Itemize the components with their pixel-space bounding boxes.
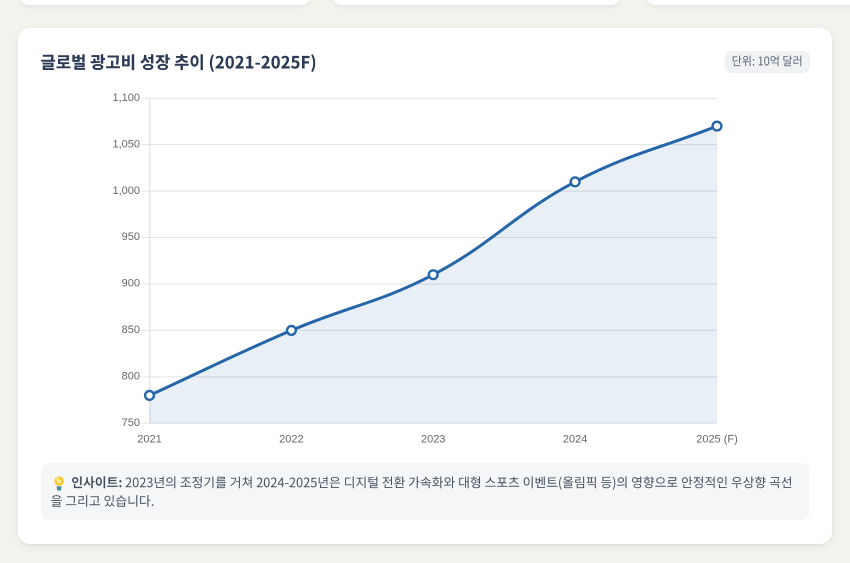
svg-text:2025 (F): 2025 (F): [696, 434, 738, 446]
svg-text:800: 800: [122, 371, 140, 383]
svg-text:2021: 2021: [137, 434, 161, 446]
svg-text:900: 900: [122, 278, 140, 290]
svg-text:850: 850: [122, 324, 140, 336]
svg-text:750: 750: [122, 417, 140, 429]
svg-text:2022: 2022: [279, 434, 303, 446]
svg-text:1,050: 1,050: [112, 138, 140, 150]
svg-text:2023: 2023: [421, 434, 445, 446]
svg-text:1,100: 1,100: [112, 92, 140, 104]
svg-text:950: 950: [122, 231, 140, 243]
svg-text:2024: 2024: [563, 434, 587, 446]
svg-text:1,000: 1,000: [112, 185, 140, 197]
